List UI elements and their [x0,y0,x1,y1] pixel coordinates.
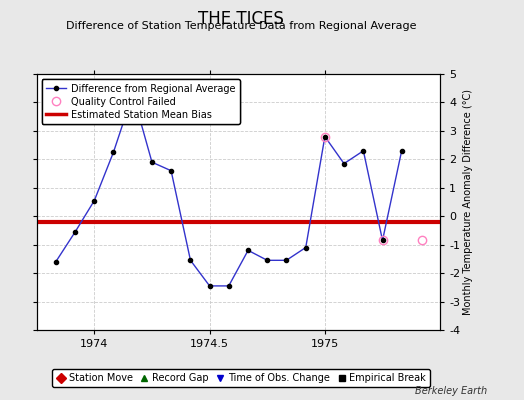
Y-axis label: Monthly Temperature Anomaly Difference (°C): Monthly Temperature Anomaly Difference (… [463,89,473,315]
Text: Berkeley Earth: Berkeley Earth [415,386,487,396]
Legend: Difference from Regional Average, Quality Control Failed, Estimated Station Mean: Difference from Regional Average, Qualit… [41,79,240,124]
Text: Difference of Station Temperature Data from Regional Average: Difference of Station Temperature Data f… [66,21,416,31]
Text: THE TICES: THE TICES [198,10,284,28]
Legend: Station Move, Record Gap, Time of Obs. Change, Empirical Break: Station Move, Record Gap, Time of Obs. C… [52,369,430,387]
